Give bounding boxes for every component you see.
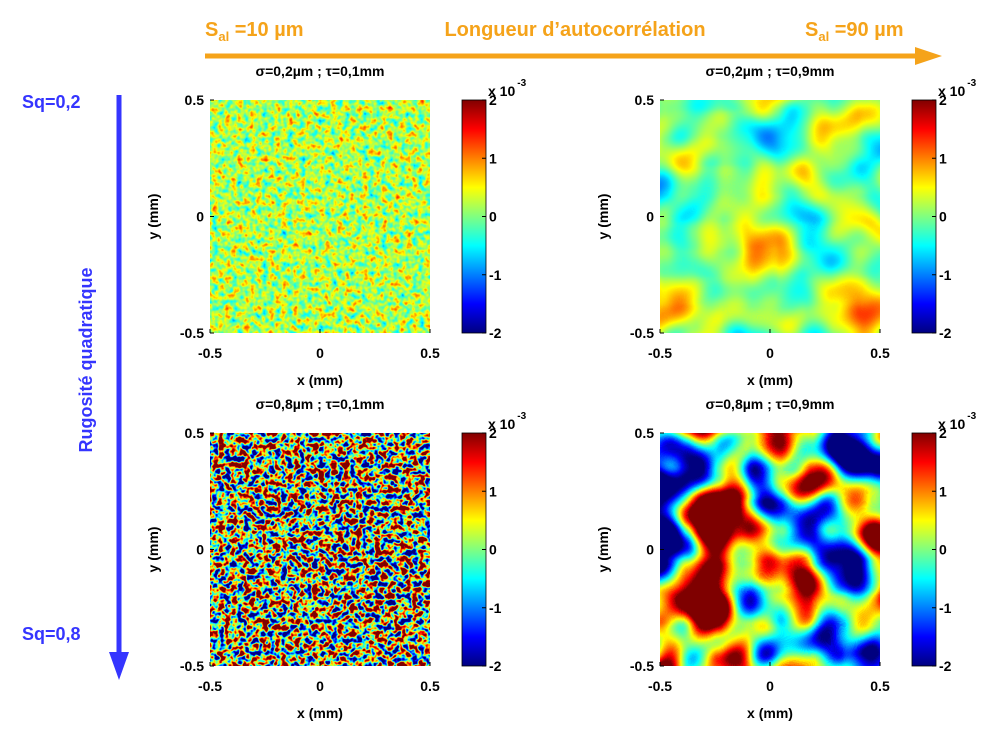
y-tick-label: 0 — [196, 209, 204, 225]
multiplier-exponent: -3 — [517, 78, 526, 89]
colorbar-tick-label: -1 — [489, 600, 502, 616]
panel-title: σ=0,8µm ; τ=0,9mm — [706, 396, 835, 412]
surface-map — [210, 433, 430, 666]
y-axis-label: y (mm) — [595, 194, 611, 240]
y-tick-label: 0.5 — [635, 92, 655, 108]
y-tick-label: -0.5 — [180, 325, 204, 341]
colorbar-tick-label: -1 — [489, 267, 502, 283]
x-tick-label: 0 — [766, 678, 774, 694]
y-tick-label: 0 — [196, 542, 204, 558]
x-axis-label: x (mm) — [297, 372, 343, 388]
colorbar-multiplier: x 10 -3 — [938, 411, 977, 432]
panel-title: σ=0,2µm ; τ=0,1mm — [256, 63, 385, 79]
header-left: Sal =10 µm — [205, 19, 304, 44]
subscript: al — [218, 29, 229, 44]
x-tick-label: -0.5 — [648, 678, 672, 694]
colorbar-tick-label: 0 — [939, 209, 947, 225]
side-bottom: Sq=0,8 — [22, 624, 81, 644]
x-tick-label: 0.5 — [870, 678, 890, 694]
y-tick-label: -0.5 — [630, 325, 654, 341]
x-tick-label: -0.5 — [648, 345, 672, 361]
panel: σ=0,2µm ; τ=0,9mm x (mm) y (mm) -0.5 0 0.5 -0.… — [595, 63, 977, 388]
multiplier-exponent: -3 — [967, 411, 976, 422]
panel: σ=0,2µm ; τ=0,1mm x (mm) y (mm) -0.5 0 0.5 -0.… — [145, 63, 527, 388]
colorbar-tick-label: 2 — [939, 425, 947, 441]
y-tick-label: -0.5 — [630, 658, 654, 674]
colorbar-tick-label: -1 — [939, 267, 952, 283]
symbol: S — [205, 19, 218, 41]
multiplier-base: x 10 — [938, 83, 965, 99]
surface-map — [210, 100, 430, 333]
x-tick-label: -0.5 — [198, 345, 222, 361]
colorbar-tick-label: 1 — [939, 150, 947, 166]
y-tick-label: -0.5 — [180, 658, 204, 674]
surface-map — [660, 433, 880, 666]
panel: σ=0,8µm ; τ=0,9mm x (mm) y (mm) -0.5 0 0.5 -0.… — [595, 396, 977, 721]
colorbar-tick-label: -2 — [939, 658, 952, 674]
colorbar-tick-label: 1 — [939, 483, 947, 499]
panel: σ=0,8µm ; τ=0,1mm x (mm) y (mm) -0.5 0 0.5 -0.… — [145, 396, 527, 721]
panel-title: σ=0,8µm ; τ=0,1mm — [256, 396, 385, 412]
multiplier-exponent: -3 — [517, 411, 526, 422]
colorbar-tick-label: -2 — [489, 325, 502, 341]
multiplier-base: x 10 — [938, 416, 965, 432]
x-tick-label: -0.5 — [198, 678, 222, 694]
colorbar-tick-label: -1 — [939, 600, 952, 616]
side-label: Rugosité quadratique — [76, 267, 96, 452]
x-tick-label: 0 — [316, 678, 324, 694]
panel-title: σ=0,2µm ; τ=0,9mm — [706, 63, 835, 79]
x-tick-label: 0 — [766, 345, 774, 361]
y-tick-label: 0.5 — [185, 425, 205, 441]
colorbar-tick-label: -2 — [489, 658, 502, 674]
header-right: Sal =90 µm — [805, 19, 904, 44]
y-tick-label: 0 — [646, 209, 654, 225]
arrow-head — [915, 47, 942, 65]
colorbar-tick-label: 2 — [939, 92, 947, 108]
colorbar-tick-label: 2 — [489, 92, 497, 108]
arrow-head — [109, 652, 129, 680]
y-tick-label: 0 — [646, 542, 654, 558]
value-text: =90 µm — [829, 19, 903, 41]
surface-map — [660, 100, 880, 333]
x-axis-label: x (mm) — [747, 705, 793, 721]
colorbar-tick-label: 0 — [489, 209, 497, 225]
x-axis-label: x (mm) — [297, 705, 343, 721]
colorbar-tick-label: 0 — [939, 542, 947, 558]
multiplier-exponent: -3 — [967, 78, 976, 89]
symbol: S — [805, 19, 818, 41]
colorbar-tick-label: 2 — [489, 425, 497, 441]
multiplier-base: x 10 — [488, 416, 515, 432]
colorbar-tick-label: 0 — [489, 542, 497, 558]
x-tick-label: 0 — [316, 345, 324, 361]
y-axis-label: y (mm) — [145, 194, 161, 240]
colorbar-tick-label: 1 — [489, 150, 497, 166]
colorbar-multiplier: x 10 -3 — [488, 78, 527, 99]
side-top: Sq=0,2 — [22, 92, 81, 112]
y-tick-label: 0.5 — [185, 92, 205, 108]
header-center: Longueur d’autocorrélation — [444, 19, 705, 41]
x-tick-label: 0.5 — [870, 345, 890, 361]
colorbar-tick-label: -2 — [939, 325, 952, 341]
x-axis-label: x (mm) — [747, 372, 793, 388]
colorbar-tick-label: 1 — [489, 483, 497, 499]
x-tick-label: 0.5 — [420, 345, 440, 361]
subscript: al — [818, 29, 829, 44]
colorbar-multiplier: x 10 -3 — [488, 411, 527, 432]
y-axis-label: y (mm) — [595, 527, 611, 573]
colorbar-multiplier: x 10 -3 — [938, 78, 977, 99]
y-tick-label: 0.5 — [635, 425, 655, 441]
value-text: =10 µm — [229, 19, 303, 41]
y-axis-label: y (mm) — [145, 527, 161, 573]
x-tick-label: 0.5 — [420, 678, 440, 694]
multiplier-base: x 10 — [488, 83, 515, 99]
